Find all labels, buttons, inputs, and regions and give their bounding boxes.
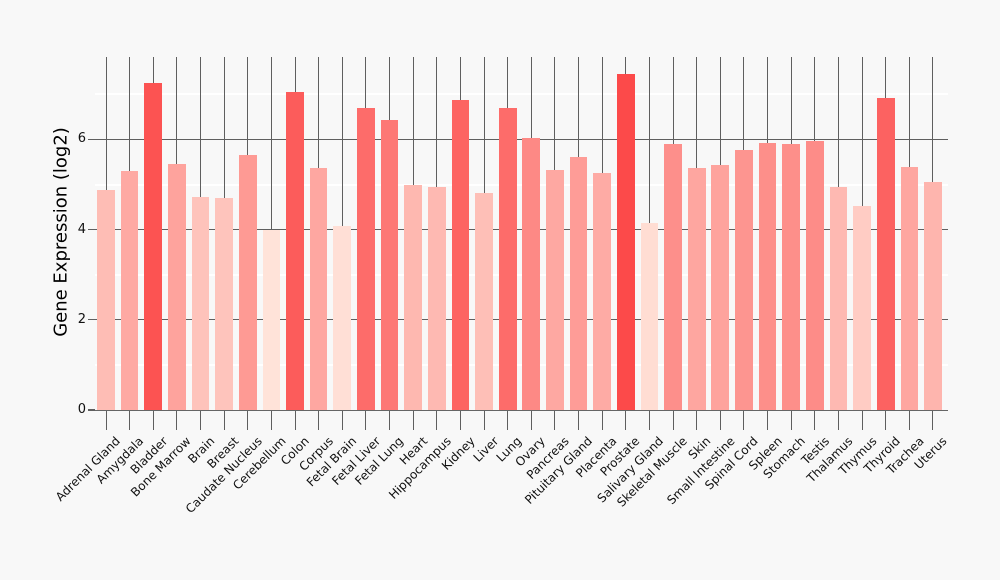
x-tick xyxy=(814,411,816,430)
x-tick xyxy=(507,411,509,430)
x-tick xyxy=(129,411,131,430)
bar-fetal-brain xyxy=(333,225,352,410)
bar-stomach xyxy=(782,143,801,410)
x-tick xyxy=(743,411,745,430)
y-tick xyxy=(88,319,95,321)
x-tick xyxy=(908,411,910,430)
bar-placenta xyxy=(593,172,612,410)
x-tick xyxy=(719,411,721,430)
x-tick xyxy=(648,411,650,430)
bar-bone-marrow xyxy=(168,164,186,410)
y-tick-label: 0 xyxy=(77,402,86,417)
x-tick xyxy=(530,411,532,430)
bar-spinal-cord xyxy=(735,150,753,410)
x-tick xyxy=(601,411,603,430)
x-tick xyxy=(861,411,863,430)
y-tick-label: 6 xyxy=(77,131,86,147)
y-tick xyxy=(88,138,95,140)
bar-thymus xyxy=(853,206,871,410)
bar-corpus xyxy=(309,168,328,410)
bar-hippocampus xyxy=(427,187,446,410)
x-tick xyxy=(389,411,391,430)
x-tick xyxy=(105,411,107,430)
bar-bladder xyxy=(144,82,163,410)
x-tick xyxy=(554,411,556,430)
x-tick xyxy=(767,411,769,430)
x-tick-label: Liver xyxy=(470,434,501,465)
x-tick xyxy=(837,411,839,430)
bar-fetal-lung xyxy=(380,120,399,410)
bar-lung xyxy=(498,108,517,410)
bar-breast xyxy=(215,198,233,410)
bar-thalamus xyxy=(829,187,848,410)
minor-gridline xyxy=(95,93,948,96)
bar-small-intestine xyxy=(711,164,730,410)
x-tick xyxy=(341,411,343,430)
bar-adrenal-gland xyxy=(97,190,115,410)
x-tick xyxy=(578,411,580,430)
x-tick xyxy=(436,411,438,430)
x-tick xyxy=(365,411,367,430)
x-tick xyxy=(176,411,178,430)
bar-trachea xyxy=(900,166,919,410)
major-gridline xyxy=(95,229,948,231)
y-tick xyxy=(88,409,95,411)
x-tick xyxy=(483,411,485,430)
bar-testis xyxy=(805,140,824,410)
y-tick xyxy=(88,229,95,231)
x-tick xyxy=(270,411,272,430)
minor-gridline xyxy=(95,273,948,276)
x-tick xyxy=(223,411,225,430)
x-axis-line xyxy=(95,409,948,411)
bar-uterus xyxy=(924,182,942,410)
minor-gridline xyxy=(95,183,948,186)
x-tick xyxy=(696,411,698,430)
bar-heart xyxy=(404,185,422,410)
x-tick xyxy=(932,411,934,430)
x-tick xyxy=(672,411,674,430)
major-gridline xyxy=(95,138,948,140)
major-gridline xyxy=(95,319,948,321)
bar-skin xyxy=(687,167,706,410)
x-tick xyxy=(459,411,461,430)
x-tick xyxy=(625,411,627,430)
bar-fetal-liver xyxy=(357,108,375,410)
bar-skeletal-muscle xyxy=(664,144,682,410)
bar-cerebellum xyxy=(262,229,281,410)
bar-ovary xyxy=(522,137,541,410)
x-tick xyxy=(247,411,249,430)
x-tick xyxy=(790,411,792,430)
bar-prostate xyxy=(616,73,635,410)
x-tick xyxy=(412,411,414,430)
bar-thyroid xyxy=(876,98,895,410)
bar-amygdala xyxy=(120,170,139,410)
y-axis-title: Gene Expression (log2) xyxy=(50,127,72,337)
bar-brain xyxy=(191,196,210,410)
x-tick xyxy=(318,411,320,430)
y-tick-label: 4 xyxy=(77,221,86,237)
bar-pancreas xyxy=(546,169,564,410)
x-tick xyxy=(885,411,887,430)
bar-kidney xyxy=(451,99,470,410)
bar-salivary-gland xyxy=(640,223,659,410)
y-tick-label: 2 xyxy=(77,311,86,327)
bar-spleen xyxy=(758,143,777,410)
x-tick xyxy=(200,411,201,430)
bar-caudate-nucleus xyxy=(238,154,257,410)
bar-liver xyxy=(475,192,493,410)
bar-pituitary-gland xyxy=(569,157,588,410)
x-tick xyxy=(294,411,296,430)
minor-gridline xyxy=(95,363,948,366)
x-tick xyxy=(152,411,154,430)
bar-colon xyxy=(286,92,304,410)
